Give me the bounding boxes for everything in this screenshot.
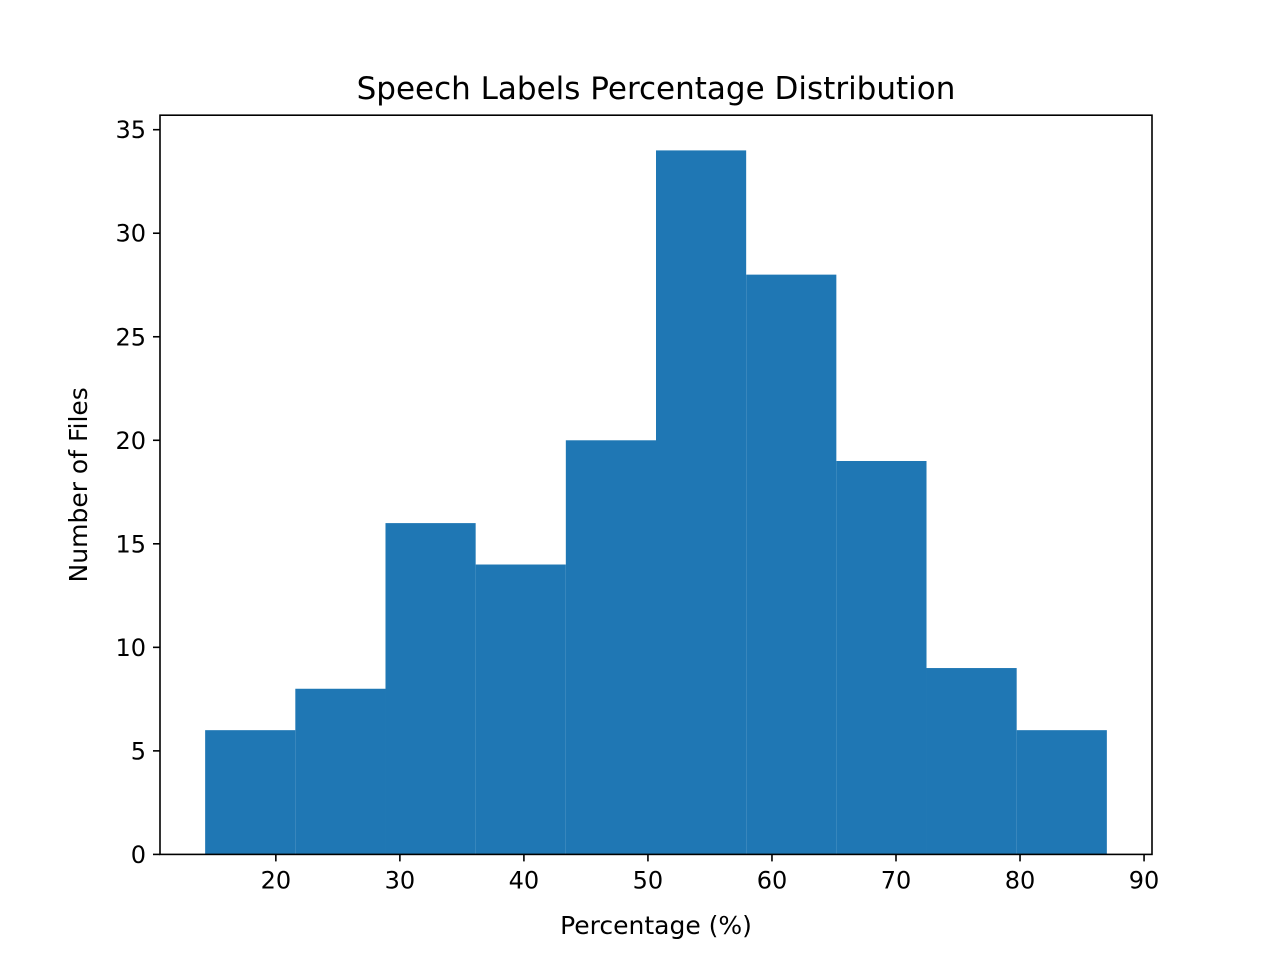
x-axis-ticks: 20 30 40 50 60 70 80 90 — [261, 854, 1160, 894]
histogram-bar — [475, 564, 566, 855]
histogram-bar — [205, 730, 296, 855]
x-tick-label: 80 — [1005, 866, 1036, 894]
plot-area-frame — [159, 114, 1153, 856]
bars-group — [205, 150, 1107, 855]
y-tick-label: 5 — [131, 737, 146, 765]
histogram-bar — [746, 274, 837, 855]
histogram-bar — [836, 460, 927, 855]
x-tick-label: 40 — [509, 866, 540, 894]
y-tick-label: 30 — [115, 220, 146, 248]
x-tick-label: 50 — [633, 866, 664, 894]
y-axis-label: Number of Files — [64, 387, 93, 582]
x-tick-label: 20 — [261, 866, 292, 894]
x-axis-label: Percentage (%) — [560, 911, 752, 940]
y-tick-label: 35 — [115, 116, 146, 144]
x-tick-label: 30 — [385, 866, 416, 894]
histogram-bar — [1016, 730, 1107, 855]
y-tick-label: 20 — [115, 427, 146, 455]
chart-title: Speech Labels Percentage Distribution — [357, 71, 956, 107]
x-tick-label: 60 — [757, 866, 788, 894]
histogram-bar — [385, 523, 476, 855]
histogram-bar — [926, 668, 1017, 855]
histogram-bar — [565, 440, 656, 855]
x-tick-label: 70 — [881, 866, 912, 894]
x-tick-label: 90 — [1129, 866, 1160, 894]
y-tick-label: 15 — [115, 530, 146, 558]
y-tick-label: 25 — [115, 323, 146, 351]
histogram-bar — [295, 688, 386, 855]
y-axis-ticks: 0 5 10 15 20 25 30 35 — [115, 116, 160, 869]
histogram-bar — [656, 150, 747, 855]
y-tick-label: 10 — [115, 634, 146, 662]
y-tick-label: 0 — [131, 841, 146, 869]
